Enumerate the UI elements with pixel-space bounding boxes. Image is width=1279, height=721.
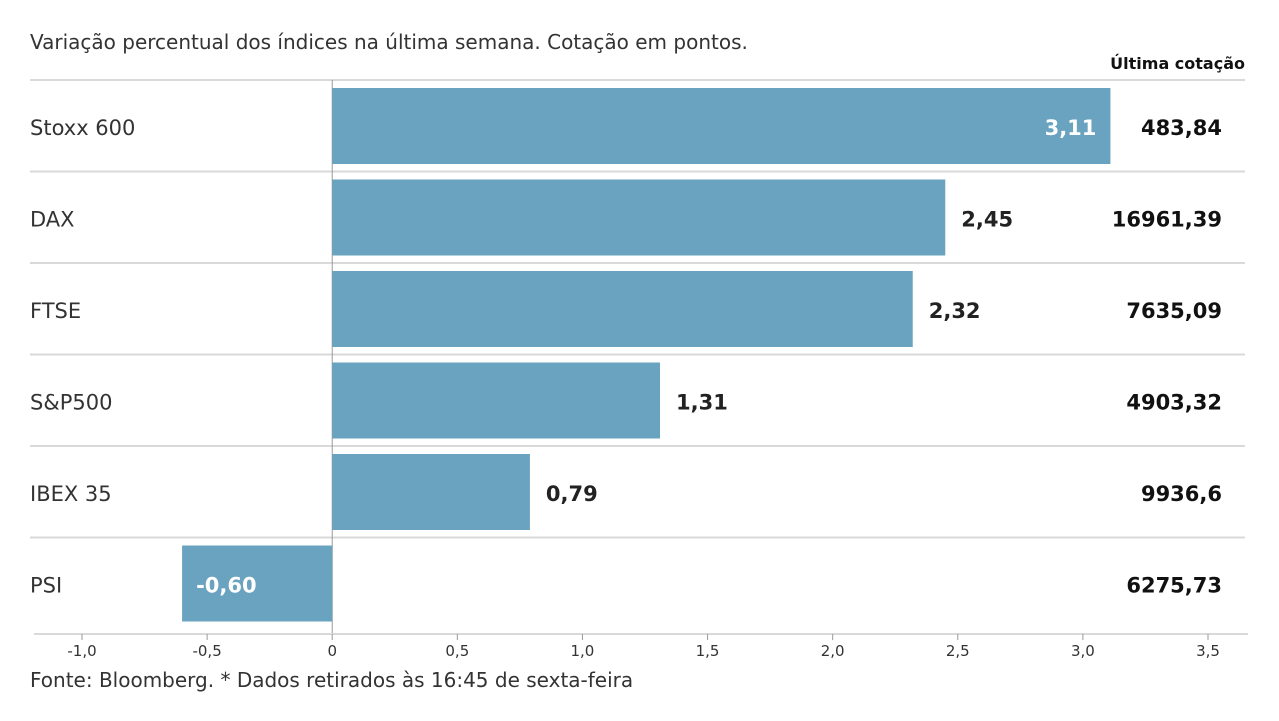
x-tick-label: 0,5 bbox=[445, 642, 469, 660]
bar bbox=[332, 179, 946, 256]
category-label: Stoxx 600 bbox=[30, 116, 135, 140]
value-label: 3,11 bbox=[1045, 116, 1097, 140]
value-label: 1,31 bbox=[676, 390, 728, 414]
labels: Stoxx 600 3,11 483,84 DAX 2,45 16961,39 FTSE 2,… bbox=[30, 116, 1222, 598]
last-quote-value: 16961,39 bbox=[1112, 207, 1222, 231]
value-label: -0,60 bbox=[196, 573, 257, 597]
value-label: 2,32 bbox=[929, 299, 981, 323]
category-label: PSI bbox=[30, 573, 62, 597]
last-quote-value: 6275,73 bbox=[1126, 573, 1222, 597]
last-quote-value: 483,84 bbox=[1141, 116, 1222, 140]
x-tick-label: 2,0 bbox=[821, 642, 845, 660]
category-label: IBEX 35 bbox=[30, 482, 112, 506]
bars bbox=[182, 88, 1111, 622]
category-label: FTSE bbox=[30, 299, 81, 323]
x-tick-label: -1,0 bbox=[67, 642, 96, 660]
value-label: 2,45 bbox=[961, 207, 1013, 231]
last-quote-value: 9936,6 bbox=[1141, 482, 1222, 506]
row-separators bbox=[30, 79, 1245, 634]
bar bbox=[332, 271, 913, 347]
x-axis: -1,0 -0,5 0 0,5 1,0 1,5 2,0 2,5 3,0 3,5 bbox=[34, 633, 1248, 660]
category-label: DAX bbox=[30, 207, 75, 231]
chart-title: Variação percentual dos índices na últim… bbox=[30, 30, 748, 54]
category-label: S&P500 bbox=[30, 390, 112, 414]
x-tick-label: -0,5 bbox=[192, 642, 221, 660]
last-quote-value: 7635,09 bbox=[1126, 299, 1222, 323]
value-label: 0,79 bbox=[546, 482, 598, 506]
x-tick-label: 1,0 bbox=[571, 642, 595, 660]
source-note: Fonte: Bloomberg. * Dados retirados às 1… bbox=[30, 668, 634, 692]
x-tick-label: 2,5 bbox=[946, 642, 970, 660]
bar bbox=[182, 545, 333, 622]
last-quote-header: Última cotação bbox=[1110, 54, 1245, 73]
x-tick-label: 0 bbox=[327, 642, 337, 660]
x-tick-label: 1,5 bbox=[696, 642, 720, 660]
x-tick-label: 3,0 bbox=[1071, 642, 1095, 660]
x-tick-label: 3,5 bbox=[1196, 642, 1220, 660]
bar bbox=[332, 362, 661, 439]
bar bbox=[332, 454, 530, 530]
last-quote-value: 4903,32 bbox=[1126, 390, 1222, 414]
bar bbox=[332, 88, 1111, 164]
